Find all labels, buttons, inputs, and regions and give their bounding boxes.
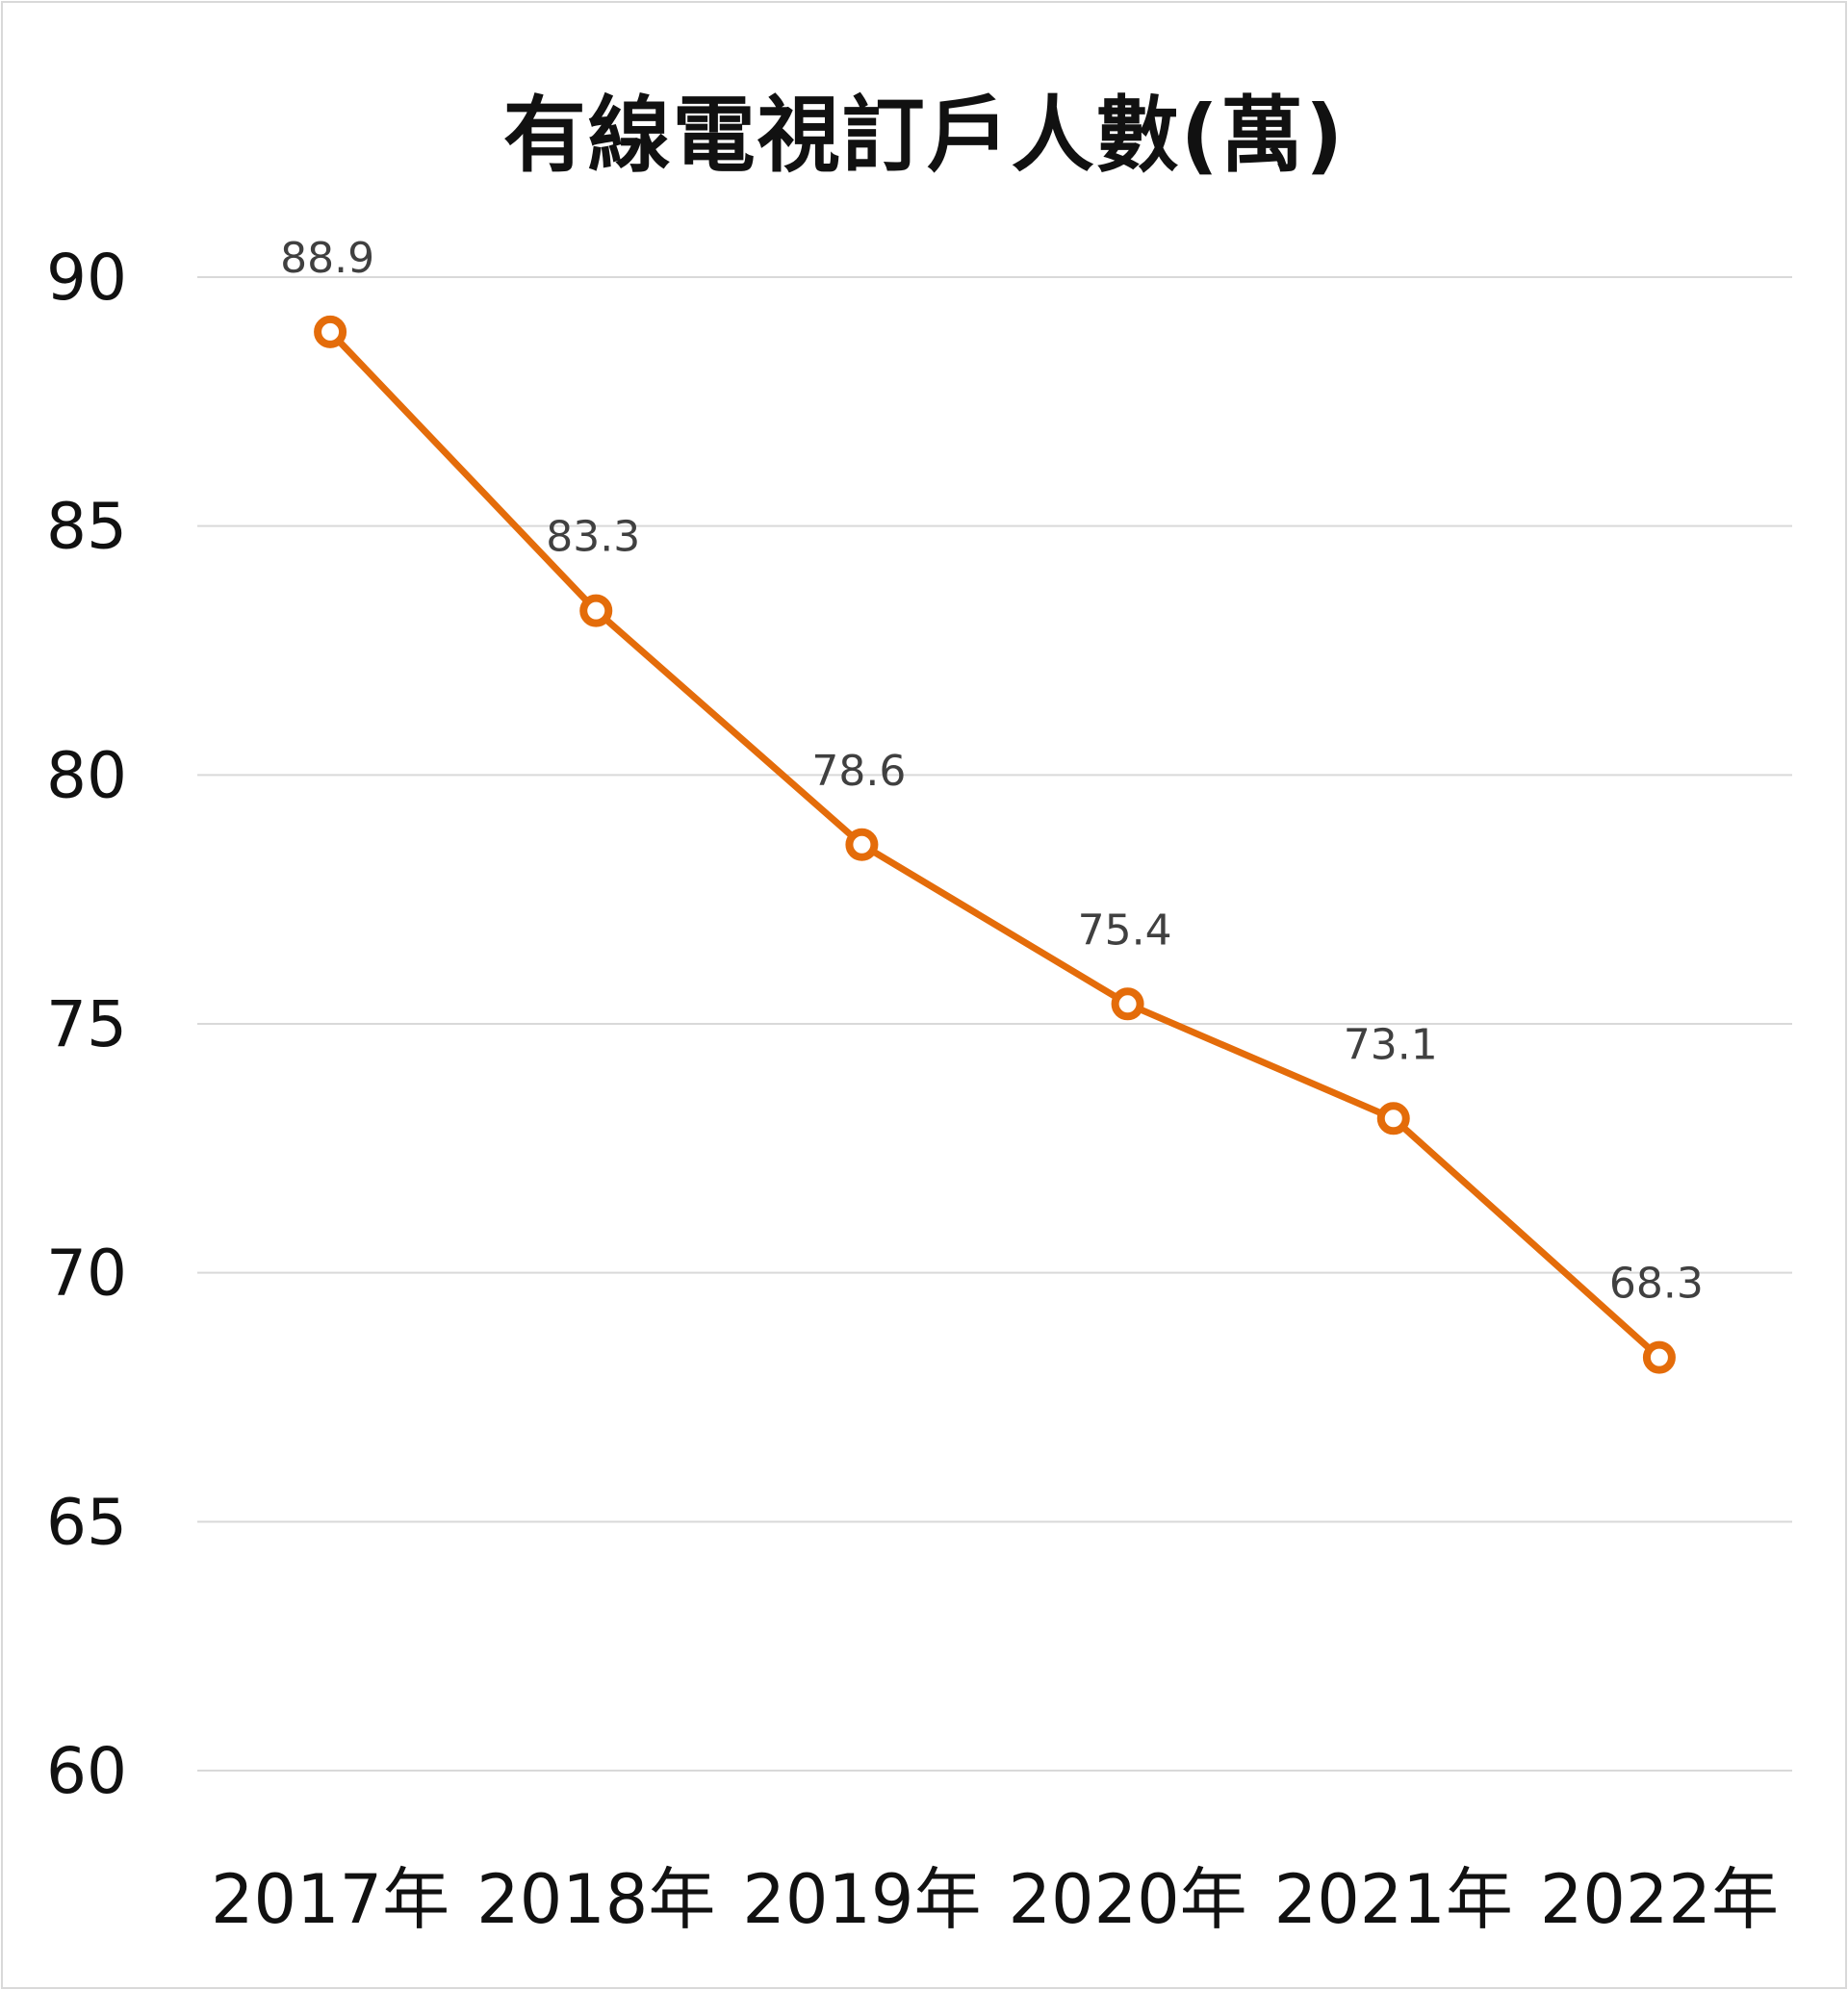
data-point-marker: [579, 594, 613, 627]
y-tick-label: 70: [46, 1237, 127, 1311]
x-tick-label: 2022年: [1540, 1860, 1779, 1939]
x-tick-label: 2021年: [1274, 1860, 1513, 1939]
data-labels: 88.9 83.3 78.6 75.4 73.1 68.3: [280, 234, 1704, 1309]
data-label: 83.3: [546, 513, 640, 562]
series-line: [326, 328, 1663, 1362]
data-point-marker: [1642, 1340, 1676, 1374]
data-point-marker: [1111, 987, 1144, 1021]
series-line-path: [326, 328, 1663, 1362]
data-points: [314, 315, 1676, 1374]
gridlines: [197, 276, 1792, 1772]
y-tick-label: 65: [46, 1485, 127, 1559]
y-tick-label: 90: [46, 241, 127, 315]
data-point-marker: [314, 315, 347, 348]
y-tick-label: 80: [46, 738, 127, 812]
data-label: 68.3: [1609, 1260, 1704, 1309]
x-tick-label: 2019年: [742, 1860, 981, 1939]
y-tick-label: 60: [46, 1734, 127, 1808]
data-label: 73.1: [1344, 1020, 1438, 1069]
data-point-marker: [845, 828, 879, 861]
x-tick-label: 2017年: [211, 1860, 449, 1939]
y-tick-label: 75: [46, 987, 127, 1061]
data-label: 78.6: [811, 747, 906, 796]
y-axis-ticks: 60 65 70 75 80 85 90: [46, 241, 127, 1808]
data-point-marker: [1376, 1102, 1410, 1135]
x-axis-ticks: 2017年 2018年 2019年 2020年 2021年 2022年: [211, 1860, 1779, 1939]
x-tick-label: 2020年: [1009, 1860, 1247, 1939]
chart-title: 有線電視訂戶人數(萬): [502, 88, 1346, 184]
y-tick-label: 85: [46, 490, 127, 564]
data-label: 75.4: [1078, 906, 1172, 955]
x-tick-label: 2018年: [476, 1860, 715, 1939]
data-label: 88.9: [280, 234, 374, 283]
